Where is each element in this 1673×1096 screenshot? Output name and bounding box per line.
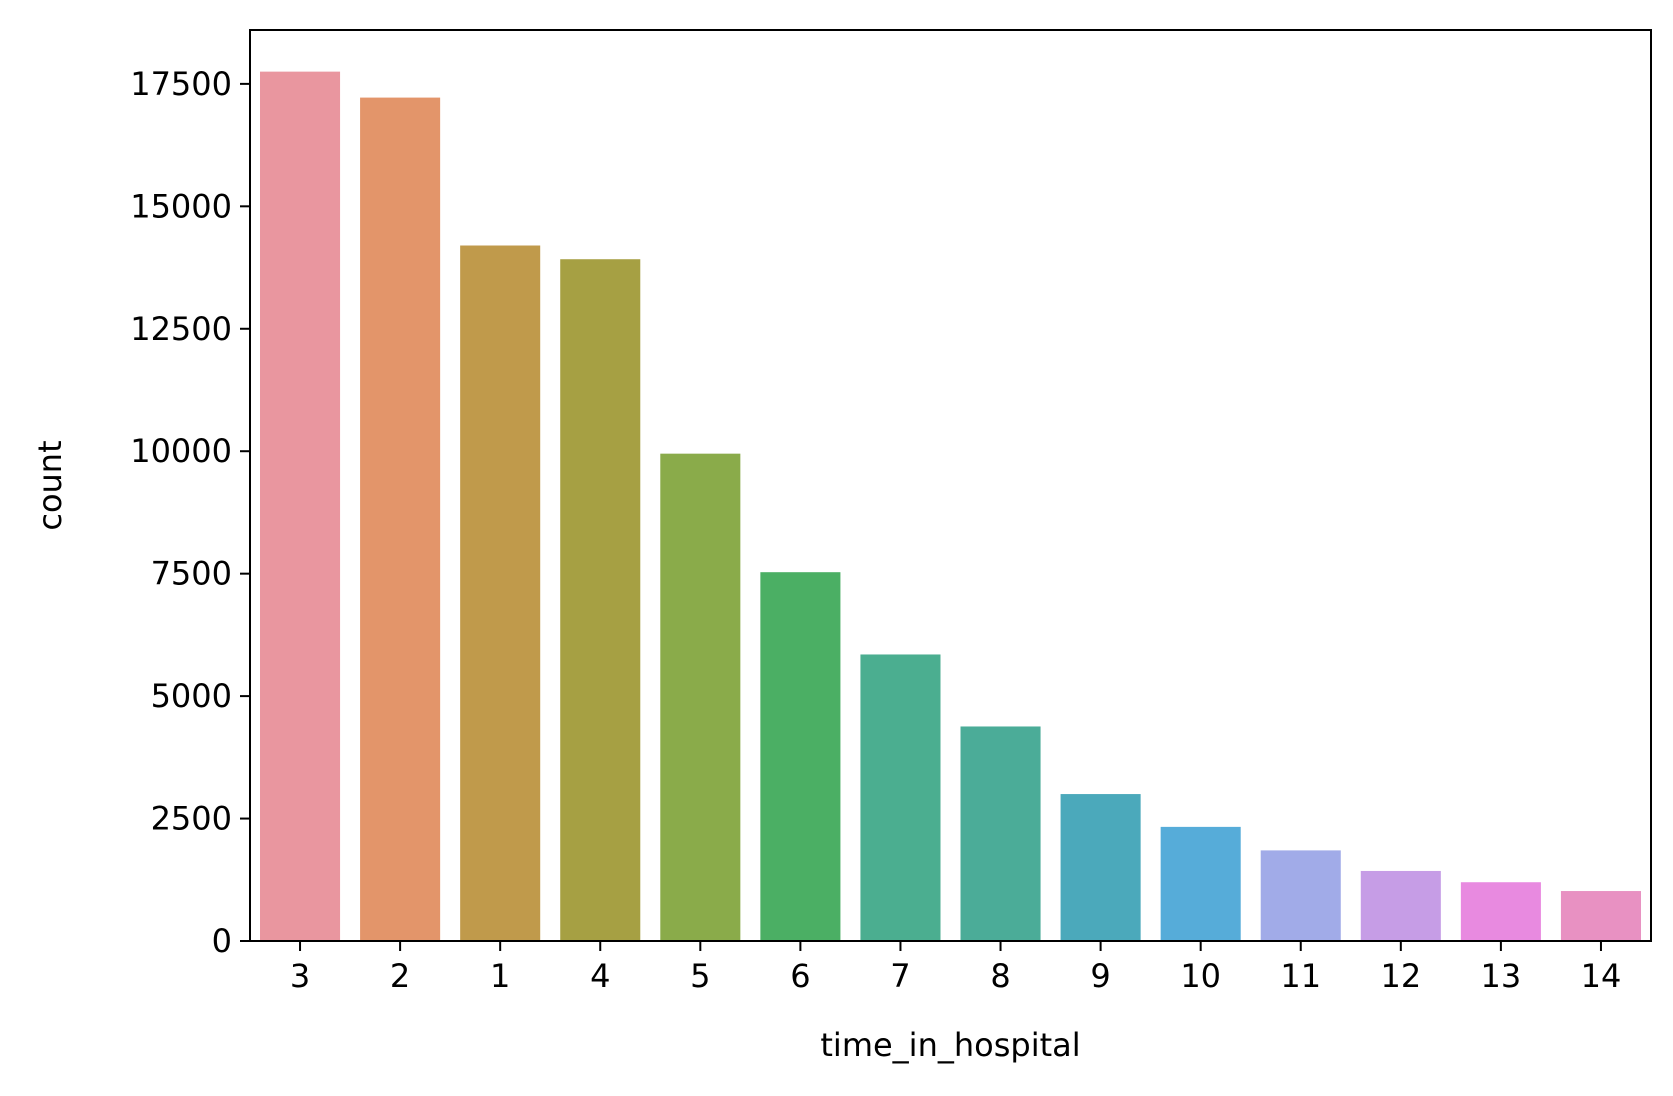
bar-1 bbox=[460, 245, 541, 941]
x-tick-label: 5 bbox=[690, 957, 710, 995]
x-tick-label: 1 bbox=[490, 957, 510, 995]
y-tick-label: 0 bbox=[212, 922, 232, 960]
bar-14 bbox=[1560, 891, 1641, 941]
y-axis-label: count bbox=[31, 440, 69, 530]
bar-2 bbox=[360, 97, 441, 941]
bar-7 bbox=[860, 654, 941, 941]
bar-4 bbox=[560, 259, 641, 941]
x-tick-label: 12 bbox=[1380, 957, 1421, 995]
bar-13 bbox=[1460, 882, 1541, 941]
bar-10 bbox=[1160, 826, 1241, 941]
x-tick-label: 2 bbox=[390, 957, 410, 995]
y-axis-ticks: 0 2500 5000 7500 10000 12500 15000 17500 bbox=[130, 65, 250, 960]
y-tick-label: 15000 bbox=[130, 187, 232, 225]
y-tick-label: 10000 bbox=[130, 432, 232, 470]
y-tick-label: 12500 bbox=[130, 310, 232, 348]
y-tick-label: 2500 bbox=[151, 800, 232, 838]
x-tick-label: 10 bbox=[1180, 957, 1221, 995]
x-tick-label: 6 bbox=[790, 957, 810, 995]
bar-3 bbox=[260, 71, 341, 942]
x-tick-label: 3 bbox=[290, 957, 310, 995]
x-tick-label: 4 bbox=[590, 957, 610, 995]
x-axis-ticks: 3 2 1 4 5 6 7 8 9 10 11 12 13 14 bbox=[290, 941, 1621, 995]
x-tick-label: 7 bbox=[890, 957, 910, 995]
bar-5 bbox=[660, 453, 741, 941]
bars-layer bbox=[260, 71, 1641, 942]
x-tick-label: 9 bbox=[1090, 957, 1110, 995]
bar-8 bbox=[960, 726, 1041, 941]
x-tick-label: 11 bbox=[1280, 957, 1321, 995]
bar-11 bbox=[1260, 850, 1341, 941]
x-tick-label: 8 bbox=[990, 957, 1010, 995]
bar-12 bbox=[1360, 870, 1441, 941]
y-tick-label: 17500 bbox=[130, 65, 232, 103]
x-tick-label: 13 bbox=[1481, 957, 1522, 995]
bar-9 bbox=[1060, 794, 1141, 941]
bar-6 bbox=[760, 572, 841, 941]
axes-frame bbox=[249, 29, 1652, 942]
x-axis-label: time_in_hospital bbox=[820, 1026, 1080, 1064]
y-tick-label: 7500 bbox=[151, 555, 232, 593]
y-tick-label: 5000 bbox=[151, 677, 232, 715]
x-tick-label: 14 bbox=[1581, 957, 1622, 995]
